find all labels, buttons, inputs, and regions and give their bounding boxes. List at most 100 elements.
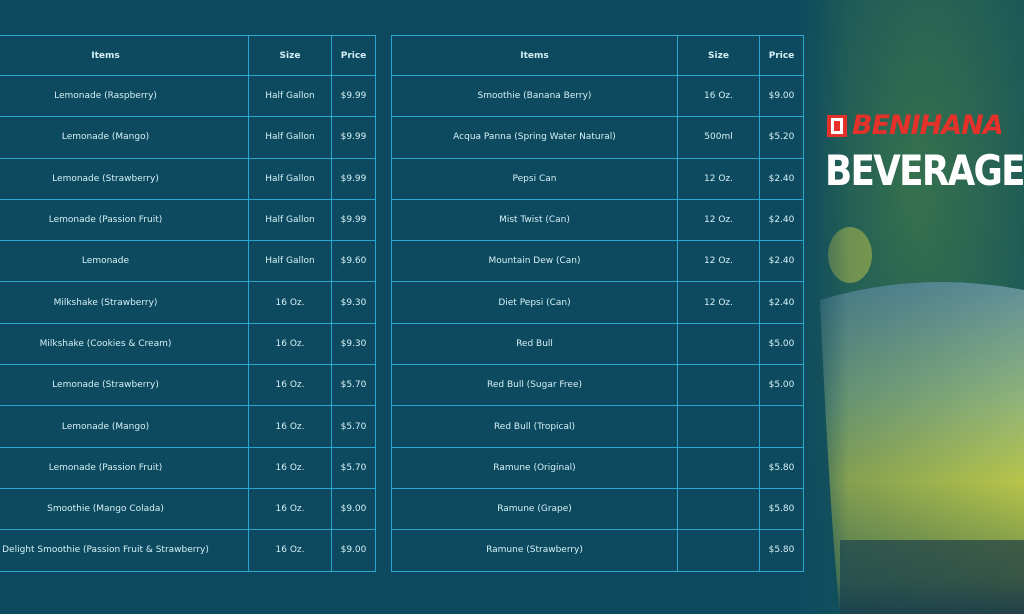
item-size: 16 Oz. (248, 322, 332, 366)
brand-name: BENIHANA (852, 110, 1004, 141)
item-price: $5.70 (331, 364, 376, 407)
item-name: Lemonade (Passion Fruit) (0, 198, 249, 242)
item-price: $9.00 (331, 529, 376, 572)
item-name: Lemonade (Raspberry) (0, 74, 249, 118)
item-size: 12 Oz. (677, 198, 760, 242)
menu-row: Lemonade (Strawberry) 16 Oz. $5.70 (0, 364, 376, 407)
item-price: $9.99 (331, 198, 376, 242)
item-size: 16 Oz. (248, 529, 332, 572)
item-size (677, 446, 760, 489)
menu-row: Lemonade (Mango) Half Gallon $9.99 (0, 116, 376, 159)
logo-icon (827, 114, 847, 137)
column-header: Items (0, 35, 249, 76)
column-header: Size (248, 35, 332, 76)
header-row: Items Size Price (391, 35, 804, 76)
item-size: Half Gallon (248, 74, 332, 118)
menu-row: Red Bull (Tropical) (391, 405, 804, 448)
item-size: Half Gallon (248, 157, 332, 200)
item-price: $5.80 (759, 446, 804, 489)
item-price: $5.00 (759, 322, 804, 366)
item-name: Mist Twist (Can) (391, 198, 678, 242)
menu-row: Red Bull $5.00 (391, 322, 804, 366)
item-size: Half Gallon (248, 240, 332, 283)
item-price: $5.80 (759, 487, 804, 531)
menu-table: Items Size Price Lemonade (Raspberry) Half G… (0, 35, 376, 572)
item-name: Lemonade (Passion Fruit) (0, 446, 249, 489)
item-size: 16 Oz. (248, 281, 332, 324)
menu-row: Smoothie (Banana Berry) 16 Oz. $9.00 (391, 74, 804, 118)
item-name: Lemonade (Strawberry) (0, 364, 249, 407)
menu-row: Lemonade (Mango) 16 Oz. $5.70 (0, 405, 376, 448)
item-price: $9.00 (759, 74, 804, 118)
header-row: Items Size Price (0, 35, 376, 76)
item-size: 12 Oz. (677, 281, 760, 324)
menu-row: Delight Smoothie (Passion Fruit & Strawb… (0, 529, 376, 572)
item-name: Acqua Panna (Spring Water Natural) (391, 116, 678, 159)
item-price: $2.40 (759, 240, 804, 283)
column-header: Price (759, 35, 804, 76)
item-name: Smoothie (Mango Colada) (0, 487, 249, 531)
menu-row: Lemonade (Raspberry) Half Gallon $9.99 (0, 74, 376, 118)
menu-heading: BEVERAGE (825, 146, 1024, 195)
menu-row: Milkshake (Strawberry) 16 Oz. $9.30 (0, 281, 376, 324)
item-size: 16 Oz. (677, 74, 760, 118)
item-name: Ramune (Strawberry) (391, 529, 678, 572)
item-price: $9.99 (331, 116, 376, 159)
menu-table: Items Size Price Smoothie (Banana Berry) 16 … (391, 35, 804, 572)
menu-row: Mist Twist (Can) 12 Oz. $2.40 (391, 198, 804, 242)
item-name: Pepsi Can (391, 157, 678, 200)
menu-row: Acqua Panna (Spring Water Natural) 500ml $… (391, 116, 804, 159)
menu-row: Milkshake (Cookies & Cream) 16 Oz. $9.30 (0, 322, 376, 366)
item-size (677, 322, 760, 366)
menu-row: Pepsi Can 12 Oz. $2.40 (391, 157, 804, 200)
item-price (759, 405, 804, 448)
item-name: Lemonade (Mango) (0, 405, 249, 448)
item-price: $5.70 (331, 446, 376, 489)
item-size (677, 364, 760, 407)
menu-row: Lemonade (Strawberry) Half Gallon $9.99 (0, 157, 376, 200)
item-name: Milkshake (Strawberry) (0, 281, 249, 324)
item-price: $9.30 (331, 281, 376, 324)
item-name: Lemonade (Mango) (0, 116, 249, 159)
item-price: $5.70 (331, 405, 376, 448)
item-price: $9.99 (331, 157, 376, 200)
item-size: 500ml (677, 116, 760, 159)
item-price: $5.20 (759, 116, 804, 159)
menu-row: Ramune (Grape) $5.80 (391, 487, 804, 531)
item-price: $5.00 (759, 364, 804, 407)
item-size (677, 529, 760, 572)
item-name: Lemonade (0, 240, 249, 283)
item-price: $9.99 (331, 74, 376, 118)
item-size: 16 Oz. (248, 446, 332, 489)
menu-row: Smoothie (Mango Colada) 16 Oz. $9.00 (0, 487, 376, 531)
menu-row: Mountain Dew (Can) 12 Oz. $2.40 (391, 240, 804, 283)
item-price: $9.30 (331, 322, 376, 366)
item-size: 12 Oz. (677, 240, 760, 283)
item-name: Ramune (Grape) (391, 487, 678, 531)
item-size: Half Gallon (248, 198, 332, 242)
item-price: $2.40 (759, 157, 804, 200)
item-name: Ramune (Original) (391, 446, 678, 489)
item-size: 12 Oz. (677, 157, 760, 200)
item-name: Delight Smoothie (Passion Fruit & Strawb… (0, 529, 249, 572)
item-size (677, 487, 760, 531)
item-price: $5.80 (759, 529, 804, 572)
item-size (677, 405, 760, 448)
menu-row: Diet Pepsi (Can) 12 Oz. $2.40 (391, 281, 804, 324)
item-price: $9.00 (331, 487, 376, 531)
menu-row: Ramune (Strawberry) $5.80 (391, 529, 804, 572)
column-header: Price (331, 35, 376, 76)
brand-logo: BENIHANA (826, 110, 1004, 141)
item-size: 16 Oz. (248, 487, 332, 531)
menu-row: Lemonade (Passion Fruit) 16 Oz. $5.70 (0, 446, 376, 489)
column-header: Size (677, 35, 760, 76)
item-size: 16 Oz. (248, 364, 332, 407)
item-name: Diet Pepsi (Can) (391, 281, 678, 324)
menu-row: Lemonade (Passion Fruit) Half Gallon $9.99 (0, 198, 376, 242)
item-name: Smoothie (Banana Berry) (391, 74, 678, 118)
menu-row: Red Bull (Sugar Free) $5.00 (391, 364, 804, 407)
item-size: Half Gallon (248, 116, 332, 159)
item-name: Mountain Dew (Can) (391, 240, 678, 283)
